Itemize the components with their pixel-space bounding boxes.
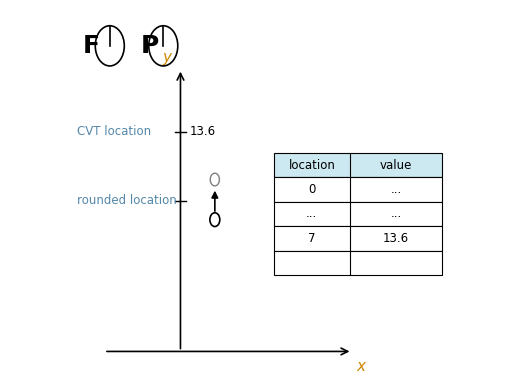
Text: x: x bbox=[356, 359, 365, 374]
Text: 13.6: 13.6 bbox=[190, 125, 216, 138]
Text: ...: ... bbox=[306, 207, 317, 220]
Bar bbox=[274, 177, 442, 202]
Text: 7: 7 bbox=[308, 232, 316, 245]
Text: ...: ... bbox=[390, 207, 402, 220]
Text: rounded location: rounded location bbox=[77, 194, 177, 207]
Bar bbox=[274, 153, 442, 177]
Text: location: location bbox=[288, 159, 335, 172]
Text: CVT location: CVT location bbox=[77, 125, 151, 138]
Text: value: value bbox=[380, 159, 412, 172]
Text: ...: ... bbox=[390, 183, 402, 196]
Bar bbox=[274, 226, 442, 251]
Text: y: y bbox=[162, 50, 171, 65]
Text: P: P bbox=[140, 34, 159, 58]
Text: 13.6: 13.6 bbox=[383, 232, 409, 245]
Text: 0: 0 bbox=[308, 183, 316, 196]
Text: F: F bbox=[83, 34, 100, 58]
Bar bbox=[274, 202, 442, 226]
Bar bbox=[274, 251, 442, 275]
